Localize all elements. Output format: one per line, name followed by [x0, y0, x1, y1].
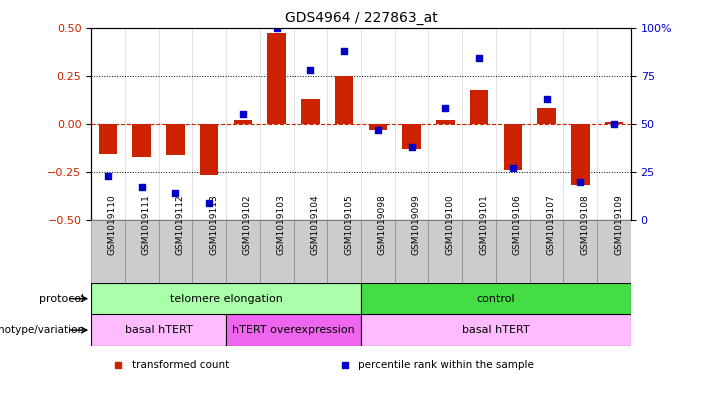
Point	[238, 111, 249, 117]
Bar	[294, 220, 327, 283]
Text: GSM1019101: GSM1019101	[479, 195, 488, 255]
Bar	[597, 220, 631, 283]
Text: basal hTERT: basal hTERT	[462, 325, 530, 335]
Bar	[503, 124, 522, 170]
Bar	[395, 220, 428, 283]
Bar	[335, 75, 353, 124]
Bar	[327, 220, 361, 283]
Text: transformed count: transformed count	[132, 360, 229, 371]
Bar	[267, 33, 286, 124]
Bar	[462, 220, 496, 283]
Text: protocol: protocol	[39, 294, 84, 304]
Bar	[226, 220, 260, 283]
Bar	[91, 314, 226, 346]
Text: GSM1019113: GSM1019113	[209, 195, 218, 255]
Bar	[428, 220, 462, 283]
Point	[406, 144, 417, 150]
Bar	[125, 220, 158, 283]
Bar	[260, 220, 294, 283]
Point	[305, 67, 316, 73]
Text: telomere elongation: telomere elongation	[170, 294, 283, 304]
Point	[575, 178, 586, 185]
Bar	[166, 124, 185, 154]
Bar	[192, 220, 226, 283]
Bar	[91, 283, 361, 314]
Text: GSM1019099: GSM1019099	[411, 195, 421, 255]
Bar	[226, 314, 361, 346]
Bar	[605, 122, 623, 124]
Text: GSM1019106: GSM1019106	[513, 195, 522, 255]
Title: GDS4964 / 227863_at: GDS4964 / 227863_at	[285, 11, 437, 25]
Bar	[233, 120, 252, 124]
Bar	[496, 220, 530, 283]
Bar	[436, 120, 455, 124]
Text: GSM1019112: GSM1019112	[175, 195, 184, 255]
Bar	[132, 124, 151, 158]
Point	[102, 173, 114, 179]
Bar	[470, 90, 489, 124]
Text: GSM1019098: GSM1019098	[378, 195, 387, 255]
Text: GSM1019110: GSM1019110	[108, 195, 117, 255]
Point	[508, 165, 519, 171]
Point	[372, 127, 383, 133]
Point	[136, 184, 147, 191]
Text: GSM1019109: GSM1019109	[614, 195, 623, 255]
Bar	[564, 220, 597, 283]
Bar	[158, 220, 192, 283]
Bar	[99, 124, 117, 154]
Text: GSM1019105: GSM1019105	[344, 195, 353, 255]
Point	[170, 190, 181, 196]
Bar	[361, 314, 631, 346]
Point	[608, 121, 620, 127]
Bar	[200, 124, 219, 175]
Text: GSM1019104: GSM1019104	[311, 195, 320, 255]
Point	[440, 105, 451, 112]
Text: GSM1019108: GSM1019108	[580, 195, 590, 255]
Text: GSM1019100: GSM1019100	[445, 195, 454, 255]
Bar	[301, 99, 320, 124]
Point	[271, 24, 283, 31]
Bar	[530, 220, 564, 283]
Text: GSM1019103: GSM1019103	[277, 195, 286, 255]
Bar	[402, 124, 421, 149]
Bar	[361, 220, 395, 283]
Bar	[571, 124, 590, 185]
Text: hTERT overexpression: hTERT overexpression	[232, 325, 355, 335]
Point	[339, 48, 350, 54]
Point	[541, 95, 552, 102]
Bar	[537, 108, 556, 124]
Text: GSM1019107: GSM1019107	[547, 195, 556, 255]
Bar	[369, 124, 387, 130]
Text: basal hTERT: basal hTERT	[125, 325, 193, 335]
Text: control: control	[477, 294, 515, 304]
Text: GSM1019111: GSM1019111	[142, 195, 151, 255]
Bar	[361, 283, 631, 314]
Text: GSM1019102: GSM1019102	[243, 195, 252, 255]
Point	[203, 200, 215, 206]
Text: percentile rank within the sample: percentile rank within the sample	[358, 360, 534, 371]
Point	[473, 55, 484, 61]
Bar	[91, 220, 125, 283]
Text: genotype/variation: genotype/variation	[0, 325, 84, 335]
